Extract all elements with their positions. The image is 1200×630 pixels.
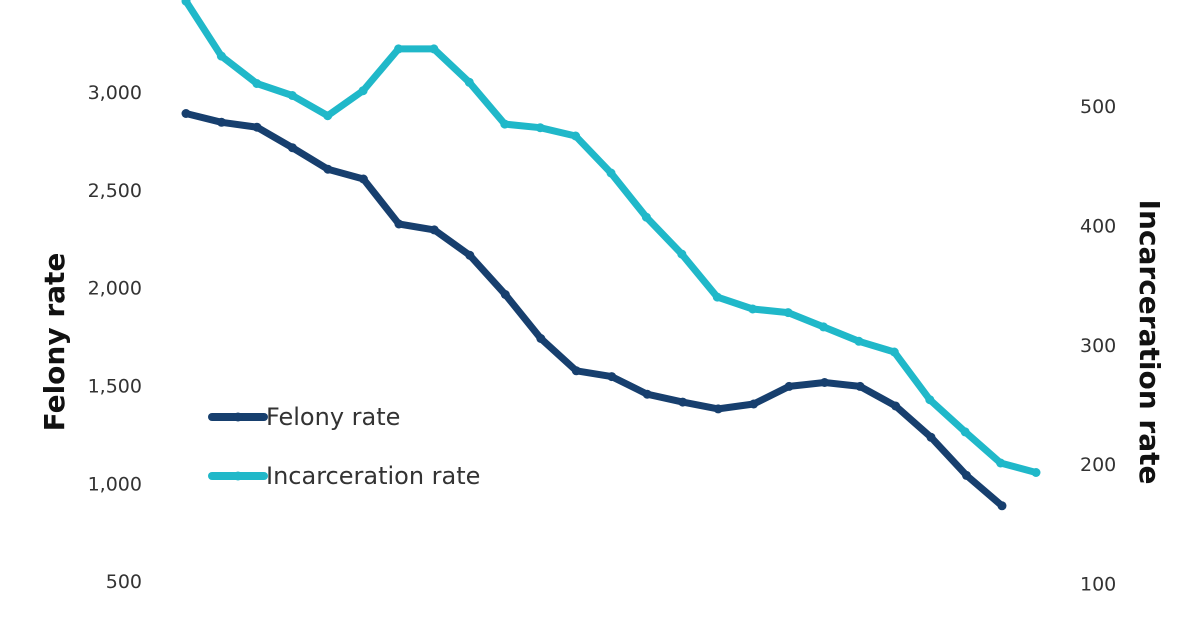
- data-point-incarceration-rate: [854, 336, 864, 346]
- data-point-incarceration-rate: [1031, 468, 1041, 477]
- data-point-felony-rate: [962, 470, 971, 480]
- series-line-incarceration-rate: [182, 0, 1040, 476]
- data-point-incarceration-rate: [181, 0, 191, 6]
- data-point-incarceration-rate: [394, 44, 403, 54]
- data-point-incarceration-rate: [677, 249, 687, 259]
- data-point-incarceration-rate: [464, 77, 474, 87]
- data-point-incarceration-rate: [535, 123, 545, 133]
- data-point-felony-rate: [607, 372, 617, 382]
- series-felony-rate: [181, 109, 1007, 511]
- data-point-incarceration-rate: [571, 131, 581, 141]
- data-point-felony-rate: [217, 117, 226, 127]
- data-point-incarceration-rate: [216, 51, 226, 61]
- right-tick-label: 400: [1080, 216, 1116, 238]
- data-point-felony-rate: [926, 432, 936, 442]
- left-tick-label: 2,000: [88, 278, 142, 300]
- data-point-felony-rate: [358, 174, 368, 184]
- data-point-incarceration-rate: [925, 395, 935, 405]
- right-tick-label: 500: [1080, 96, 1116, 118]
- data-point-felony-rate: [713, 404, 723, 414]
- legend-marker-felony-rate: [233, 412, 243, 422]
- data-point-incarceration-rate: [783, 308, 793, 318]
- right-axis-ticks: 100 200 300 400 500: [1080, 96, 1116, 595]
- data-point-felony-rate: [997, 501, 1007, 511]
- data-point-felony-rate: [465, 250, 475, 260]
- left-axis-title: Felony rate: [38, 253, 71, 432]
- data-point-felony-rate: [642, 389, 652, 399]
- right-tick-label: 200: [1080, 454, 1116, 476]
- data-point-felony-rate: [820, 378, 830, 387]
- data-point-incarceration-rate: [323, 111, 333, 121]
- left-tick-label: 1,500: [88, 375, 142, 397]
- data-point-felony-rate: [323, 164, 333, 174]
- data-point-felony-rate: [784, 381, 794, 391]
- data-point-felony-rate: [891, 401, 901, 411]
- legend-marker-incarceration-rate: [233, 471, 243, 481]
- data-point-incarceration-rate: [429, 44, 439, 54]
- data-point-felony-rate: [855, 381, 865, 391]
- data-point-incarceration-rate: [287, 91, 297, 100]
- legend-label-incarceration-rate: Incarceration rate: [266, 462, 480, 490]
- data-point-felony-rate: [571, 366, 581, 376]
- data-point-incarceration-rate: [996, 458, 1006, 468]
- legend: Felony rate Incarceration rate: [208, 403, 480, 490]
- data-point-incarceration-rate: [358, 86, 368, 96]
- data-point-felony-rate: [181, 109, 191, 118]
- legend-label-felony-rate: Felony rate: [266, 403, 400, 431]
- right-tick-label: 100: [1080, 573, 1116, 595]
- data-point-incarceration-rate: [960, 427, 970, 437]
- left-tick-label: 1,000: [88, 473, 142, 495]
- data-point-felony-rate: [429, 225, 439, 235]
- series-incarceration-rate: [181, 0, 1041, 477]
- data-point-incarceration-rate: [748, 304, 758, 314]
- data-point-felony-rate: [536, 334, 546, 343]
- data-point-felony-rate: [500, 290, 510, 299]
- data-point-felony-rate: [252, 122, 262, 132]
- data-point-felony-rate: [394, 219, 404, 229]
- legend-item-incarceration-rate: Incarceration rate: [208, 462, 480, 490]
- series-layer: [181, 0, 1041, 511]
- right-tick-label: 300: [1080, 335, 1116, 357]
- data-point-felony-rate: [749, 399, 759, 409]
- data-point-incarceration-rate: [252, 79, 262, 88]
- right-axis-title: Incarceration rate: [1133, 200, 1166, 485]
- left-tick-label: 500: [106, 571, 142, 593]
- left-tick-label: 2,500: [88, 180, 142, 202]
- series-line-felony-rate: [182, 110, 1006, 510]
- left-tick-label: 3,000: [88, 82, 142, 104]
- legend-item-felony-rate: Felony rate: [208, 403, 400, 431]
- left-axis-ticks: 500 1,000 1,500 2,000 2,500 3,000: [88, 82, 142, 593]
- data-point-incarceration-rate: [641, 212, 651, 222]
- data-point-felony-rate: [678, 397, 688, 407]
- data-point-incarceration-rate: [819, 322, 828, 332]
- data-point-felony-rate: [287, 143, 297, 153]
- data-point-incarceration-rate: [500, 119, 510, 129]
- data-point-incarceration-rate: [889, 347, 899, 357]
- data-point-incarceration-rate: [712, 292, 722, 302]
- data-point-incarceration-rate: [606, 168, 616, 178]
